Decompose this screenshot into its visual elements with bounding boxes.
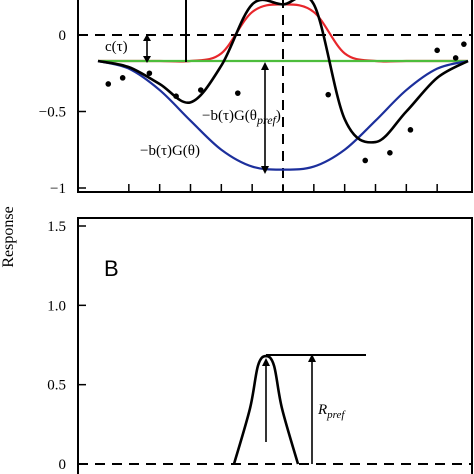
c-tau-label: c(τ)	[105, 39, 128, 55]
pref-label: −b(τ)G(θpref)	[202, 108, 281, 127]
panel-a-series-line-2	[97, 59, 469, 171]
panel-b: 1.5 1.0 0.5 0 B Rpref	[47, 217, 473, 474]
panel-a-data-point	[234, 90, 241, 96]
panel-b-y-ticks: 1.5 1.0 0.5 0	[47, 219, 86, 473]
panel-a-points	[105, 41, 467, 164]
panel-a-y-tick-label: −1	[50, 181, 66, 197]
c-arrow-head-down	[143, 56, 151, 63]
panel-a-data-point	[146, 70, 153, 77]
rpref-arrow-head	[308, 354, 316, 362]
panel-a-y-ticks: 0 −0.5 −1	[39, 28, 86, 197]
c-arrow-head-up	[143, 34, 151, 41]
pref-arrow-head-up	[261, 62, 269, 70]
panel-a: 0 −0.5 −1 c(τ) −b(τ)G(θpref) −b(τ)G(θ)	[39, 0, 473, 197]
y-axis-label: Response	[0, 206, 17, 267]
pref-arrow-head-down	[261, 166, 269, 174]
panel-a-frame	[77, 0, 473, 193]
panel-b-y-tick-label: 0.5	[47, 378, 66, 394]
g-theta-label: −b(τ)G(θ)	[140, 143, 200, 159]
peak-arrow-head	[262, 358, 270, 366]
panel-a-data-point	[452, 55, 459, 61]
panel-a-series	[97, 0, 469, 171]
panel-a-series-line-3	[97, 0, 469, 144]
panel-a-data-point	[387, 150, 393, 156]
panel-a-data-point	[407, 127, 414, 133]
panel-a-data-point	[434, 47, 440, 54]
rpref-label: Rpref	[317, 402, 346, 421]
panel-b-series	[232, 354, 300, 465]
panel-a-data-point	[119, 75, 126, 81]
panel-b-y-tick-label: 1.5	[47, 219, 66, 235]
panel-b-series-line-0	[232, 354, 300, 465]
panel-a-data-point	[362, 157, 369, 164]
panel-a-data-point	[105, 81, 112, 87]
panel-b-y-tick-label: 1.0	[47, 298, 66, 314]
panel-b-label: B	[104, 256, 119, 281]
panel-b-frame	[77, 217, 473, 474]
panel-a-data-point	[461, 41, 467, 47]
panel-a-y-tick-label: 0	[59, 28, 67, 44]
panel-a-y-tick-label: −0.5	[39, 105, 66, 121]
panel-a-data-point	[197, 87, 204, 93]
panel-a-data-point	[325, 91, 332, 98]
panel-a-data-point	[173, 93, 179, 99]
panel-b-y-tick-label: 0	[59, 457, 67, 473]
